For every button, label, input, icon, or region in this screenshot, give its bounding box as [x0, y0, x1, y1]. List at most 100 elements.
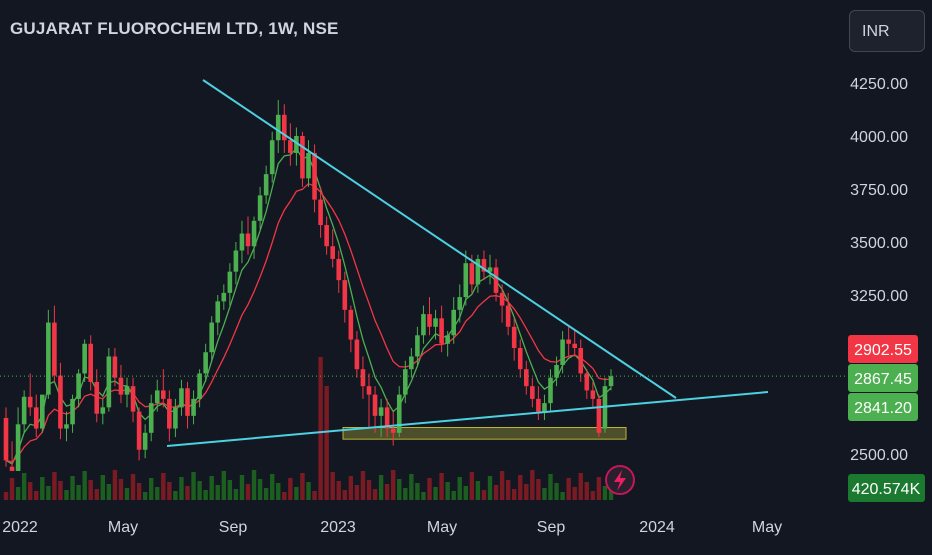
candle-body: [324, 225, 329, 247]
candle-body: [578, 348, 584, 374]
volume-bar: [336, 481, 341, 500]
candle-body: [384, 407, 390, 429]
volume-bar: [415, 483, 420, 500]
candle-body: [21, 396, 27, 425]
candle-body: [554, 364, 559, 378]
volume-bar: [106, 484, 112, 500]
volume-bar: [70, 476, 75, 500]
candle-body: [197, 373, 202, 399]
candle-body: [179, 388, 184, 408]
y-tick-label: 2500.00: [850, 447, 908, 464]
price-label: 2841.20: [854, 400, 912, 417]
y-tick-label: 3500.00: [850, 235, 908, 252]
volume-bar: [584, 482, 589, 500]
candle-body: [608, 376, 614, 387]
candle-body: [566, 339, 571, 344]
candle-body: [457, 297, 463, 310]
volume-bar: [463, 486, 468, 500]
ascending-trendline[interactable]: [166, 391, 769, 447]
volume-bar: [34, 491, 39, 500]
volume-bar: [40, 477, 45, 500]
price-axis[interactable]: 4250.00 4000.00 3750.00 3500.00 3250.00 2500.…: [850, 76, 908, 464]
candle-body: [306, 152, 311, 179]
candle-body: [263, 174, 269, 196]
candle-body: [257, 195, 263, 221]
volume-bar: [142, 492, 148, 500]
volume-bar: [270, 474, 275, 500]
candle-body: [233, 250, 239, 272]
volume-bar: [572, 487, 577, 500]
y-tick-label: 3250.00: [850, 288, 908, 305]
candle-body: [336, 258, 342, 281]
candle-body: [445, 335, 450, 344]
candles: [3, 99, 614, 471]
candle-body: [396, 394, 402, 433]
candle-body: [572, 343, 577, 348]
volume-bar: [524, 484, 529, 500]
candle-body: [130, 386, 136, 412]
alert-icon-group[interactable]: [605, 465, 635, 495]
volume-bar: [233, 489, 239, 500]
candle-body: [15, 424, 21, 471]
candle-body: [167, 398, 172, 429]
volume-bar: [306, 482, 311, 500]
candle-body: [227, 271, 233, 293]
volume-bar: [378, 475, 384, 500]
candle-body: [505, 305, 511, 327]
candle-body: [275, 114, 281, 141]
candle-body: [40, 394, 45, 429]
currency-button[interactable]: INR: [849, 10, 925, 52]
volume-bar: [530, 470, 535, 500]
candle-body: [475, 258, 481, 285]
volume-bar: [312, 491, 317, 500]
volume-bar: [130, 474, 136, 500]
volume-bar: [276, 483, 281, 500]
candle-body: [33, 407, 39, 429]
volume-bar: [245, 484, 251, 500]
volume-bar: [439, 473, 444, 500]
time-axis[interactable]: 2022 May Sep 2023 May Sep 2024 May: [2, 519, 782, 536]
volume-bar: [596, 477, 602, 500]
volume-bar: [475, 481, 481, 500]
candle-body: [221, 292, 227, 302]
volume-bar: [481, 490, 487, 500]
volume-bar: [288, 478, 293, 500]
volume-bar: [191, 472, 196, 500]
candle-body: [148, 403, 154, 433]
candle-body: [439, 318, 444, 344]
volume-bar: [372, 489, 378, 500]
volume-bar: [518, 475, 523, 500]
volume-bar: [3, 492, 9, 500]
volume-bar: [397, 479, 402, 500]
candle-body: [427, 314, 432, 327]
candle-body: [354, 339, 360, 370]
volume-bar: [263, 488, 269, 500]
x-tick-label: 2022: [2, 519, 38, 536]
volume-bar: [548, 474, 553, 500]
volume-bar: [173, 491, 178, 500]
candle-body: [239, 233, 245, 251]
candle-body: [142, 432, 148, 450]
volume-bar: [64, 490, 69, 500]
candle-body: [118, 377, 124, 395]
candle-body: [487, 267, 493, 272]
candle-body: [409, 356, 414, 370]
candle-body: [536, 398, 541, 412]
candle-body: [3, 417, 9, 461]
y-tick-label: 3750.00: [850, 182, 908, 199]
y-tick-label: 4250.00: [850, 76, 908, 93]
candle-body: [294, 136, 299, 153]
volume-bar: [76, 485, 81, 500]
candle-body: [191, 398, 196, 416]
volume-bar: [566, 478, 571, 500]
candle-body: [76, 373, 81, 399]
candle-body: [560, 339, 565, 365]
x-tick-label: 2023: [320, 519, 356, 536]
volume-bar: [179, 477, 184, 500]
candle-body: [9, 466, 15, 471]
candle-body: [106, 356, 112, 408]
descending-trendline[interactable]: [202, 79, 677, 399]
candle-body: [415, 335, 420, 357]
